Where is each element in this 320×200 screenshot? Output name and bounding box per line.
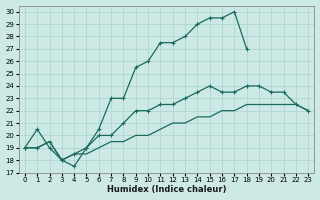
X-axis label: Humidex (Indice chaleur): Humidex (Indice chaleur)	[107, 185, 226, 194]
